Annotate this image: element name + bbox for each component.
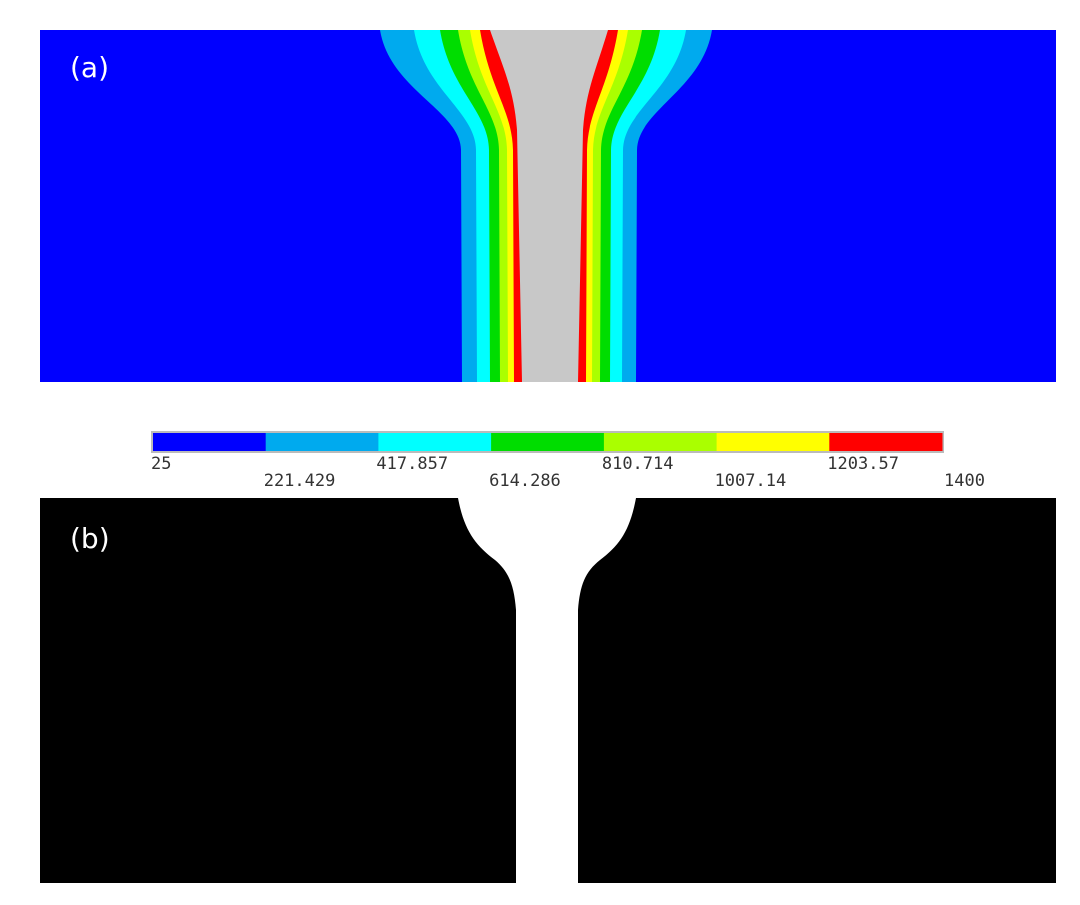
panel-label-b: (b) — [70, 522, 110, 555]
core-region — [490, 30, 608, 382]
color-bar-segment-1 — [153, 433, 267, 451]
tick-label-6: 1007.14 — [714, 471, 787, 491]
tick-label-8: 1400 — [944, 471, 985, 491]
color-bar-segment-7 — [829, 433, 943, 451]
color-bar-segment-2 — [265, 433, 379, 451]
tick-label-2: 221.429 — [263, 471, 336, 491]
tick-label-4: 614.286 — [489, 471, 561, 491]
tick-label-3: 417.857 — [376, 454, 449, 474]
channel-shape — [458, 498, 636, 883]
color-bar-segment-4 — [491, 433, 605, 451]
tick-label-7: 1203.57 — [827, 454, 899, 474]
tick-label-1: 25 — [151, 454, 172, 474]
color-bar — [153, 433, 943, 451]
panel-label-a: (a) — [70, 51, 110, 84]
color-bar-segment-6 — [716, 433, 830, 451]
color-bar-segment-5 — [603, 433, 718, 451]
tick-label-5: 810.714 — [601, 454, 674, 474]
color-bar-segment-3 — [378, 433, 492, 451]
